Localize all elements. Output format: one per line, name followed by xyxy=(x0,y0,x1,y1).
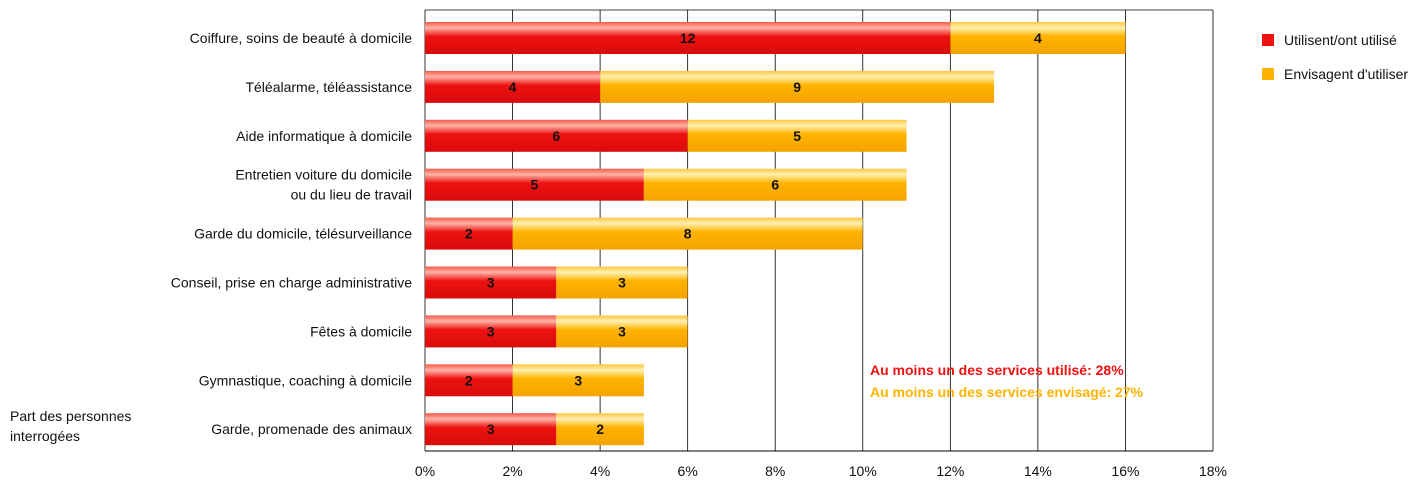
bar-value-label: 3 xyxy=(618,275,626,291)
bar-segment xyxy=(425,266,557,299)
bar-segment xyxy=(512,364,644,397)
bar-segment xyxy=(425,70,601,103)
bar-value-label: 2 xyxy=(465,372,473,388)
category-labels: Coiffure, soins de beauté à domicile Télé… xyxy=(171,30,412,437)
category-label: Garde, promenade des animaux xyxy=(211,421,412,437)
bar-value-label: 2 xyxy=(596,421,604,437)
x-tick-label: 14% xyxy=(1024,463,1052,479)
bar-segment xyxy=(425,413,557,446)
x-tick-label: 4% xyxy=(590,463,610,479)
bar-segment xyxy=(556,315,688,348)
legend-swatch xyxy=(1262,68,1274,80)
bar-value-label: 3 xyxy=(574,372,582,388)
category-label: Fêtes à domicile xyxy=(310,323,412,339)
bar-segment xyxy=(425,217,513,250)
bar-segment xyxy=(687,119,907,152)
bars: 12 4 4 9 6 5 5 6 2 8 3 3 3 3 2 3 3 2 xyxy=(425,22,1126,446)
x-tick-label: 0% xyxy=(415,463,435,479)
bar-value-label: 4 xyxy=(509,79,517,95)
bar-value-label: 3 xyxy=(618,323,626,339)
bar-segment xyxy=(600,70,995,103)
category-label: Téléalarme, téléassistance xyxy=(245,79,412,95)
bar-segment xyxy=(512,217,863,250)
x-tick-label: 2% xyxy=(502,463,522,479)
legend-swatch xyxy=(1262,34,1274,46)
x-tick-label: 16% xyxy=(1111,463,1139,479)
bar-value-label: 3 xyxy=(487,275,495,291)
bar-value-label: 6 xyxy=(552,128,560,144)
bar-segment xyxy=(556,266,688,299)
bar-segment xyxy=(425,364,513,397)
annotations: Au moins un des services utilisé: 28% Au … xyxy=(870,362,1144,400)
category-label: Conseil, prise en charge administrative xyxy=(171,275,412,291)
x-tick-label: 8% xyxy=(765,463,785,479)
category-label: Entretien voiture du domicile ou du lieu … xyxy=(235,167,412,203)
bar-value-label: 3 xyxy=(487,323,495,339)
bar-segment xyxy=(425,119,688,152)
annotation-text: Au moins un des services utilisé: 28% xyxy=(870,362,1124,378)
bar-segment xyxy=(950,22,1126,54)
x-tick-label: 10% xyxy=(849,463,877,479)
bar-segment xyxy=(643,168,907,201)
bar-value-label: 2 xyxy=(465,226,473,242)
bar-value-label: 12 xyxy=(680,30,696,46)
x-tick-label: 6% xyxy=(678,463,698,479)
bar-value-label: 3 xyxy=(487,421,495,437)
legend-label: Envisagent d'utiliser xyxy=(1284,66,1408,82)
category-label: Coiffure, soins de beauté à domicile xyxy=(190,30,413,46)
x-tick-label: 12% xyxy=(936,463,964,479)
legend: Utilisent/ont utilisé Envisagent d'utilis… xyxy=(1262,32,1408,82)
legend-label: Utilisent/ont utilisé xyxy=(1284,32,1397,48)
bar-value-label: 6 xyxy=(771,177,779,193)
category-label: Garde du domicile, télésurveillance xyxy=(194,226,412,242)
bar-segment xyxy=(425,168,644,201)
bar-value-label: 4 xyxy=(1034,30,1042,46)
bar-value-label: 8 xyxy=(684,226,692,242)
x-tick-label: 18% xyxy=(1199,463,1227,479)
bar-value-label: 9 xyxy=(793,79,801,95)
bar-segment xyxy=(425,315,557,348)
annotation-text: Au moins un des services envisagé: 27% xyxy=(870,384,1144,400)
x-axis-ticks: 0% 2% 4% 6% 8% 10% 12% 14% 16% 18% xyxy=(415,463,1227,479)
category-label: Gymnastique, coaching à domicile xyxy=(199,372,412,388)
category-label: Aide informatique à domicile xyxy=(236,128,412,144)
y-axis-title: Part des personnes interrogées xyxy=(10,408,131,444)
bar-value-label: 5 xyxy=(531,177,539,193)
bar-segment xyxy=(556,413,644,446)
bar-segment xyxy=(425,22,951,54)
bar-value-label: 5 xyxy=(793,128,801,144)
y-axis-label: Part des personnes interrogées xyxy=(10,408,131,444)
